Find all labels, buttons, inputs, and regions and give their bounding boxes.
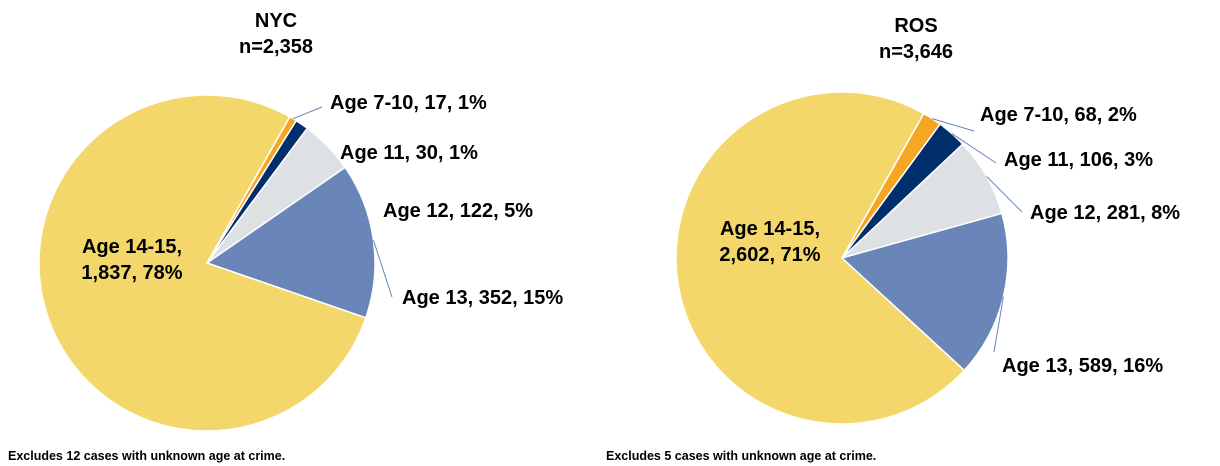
ros-leader-lines <box>931 118 1023 353</box>
ros-chart-title: ROS <box>894 15 937 37</box>
nyc-pie-slices <box>38 94 376 432</box>
nyc-leader-lines <box>292 106 393 298</box>
leader-line-nyc-3 <box>372 239 393 298</box>
slice-label-nyc-0: Age 7-10, 17, 1% <box>330 92 487 114</box>
slice-label-ros-1: Age 11, 106, 3% <box>1004 149 1153 171</box>
nyc-chart: NYC n=2,358 Age 7-10, 17, 1% Age 11, 30, … <box>38 10 563 432</box>
slice-label-nyc-3: Age 13, 352, 15% <box>402 287 563 309</box>
leader-line-ros-2 <box>986 176 1023 213</box>
nyc-footnote: Excludes 12 cases with unknown age at cr… <box>8 449 286 463</box>
ros-chart: ROS n=3,646 Age 7-10, 68, 2% Age 11, 106,… <box>675 15 1180 425</box>
pie-slice-nyc-4 <box>38 94 367 432</box>
pie-slice-ros-3 <box>840 212 1009 372</box>
leader-line-ros-0 <box>931 118 975 132</box>
slice-label-ros-3: Age 13, 589, 16% <box>1002 355 1163 377</box>
slice-label-ros-0: Age 7-10, 68, 2% <box>980 104 1137 126</box>
ros-chart-subtitle: n=3,646 <box>879 41 953 63</box>
slice-label-nyc-1: Age 11, 30, 1% <box>340 142 478 164</box>
slice-label-nyc-2: Age 12, 122, 5% <box>383 200 533 222</box>
nyc-chart-title: NYC <box>255 10 297 32</box>
ros-pie-slices <box>675 91 1009 425</box>
ros-slice-labels: Age 7-10, 68, 2% Age 11, 106, 3% Age 12, 2… <box>719 104 1180 377</box>
leader-line-ros-3 <box>993 296 1004 353</box>
nyc-slice-labels: Age 7-10, 17, 1% Age 11, 30, 1% Age 12, 12… <box>81 92 563 309</box>
leader-line-nyc-0 <box>292 106 323 120</box>
nyc-chart-subtitle: n=2,358 <box>239 36 313 58</box>
slice-label-nyc-4: Age 14-15, 1,837, 78% <box>81 236 182 284</box>
leader-line-ros-1 <box>951 133 997 164</box>
slice-label-ros-4: Age 14-15, 2,602, 71% <box>719 218 820 266</box>
ros-footnote: Excludes 5 cases with unknown age at cri… <box>606 449 877 463</box>
slice-label-ros-2: Age 12, 281, 8% <box>1030 202 1180 224</box>
pie-slice-ros-4 <box>675 91 966 425</box>
